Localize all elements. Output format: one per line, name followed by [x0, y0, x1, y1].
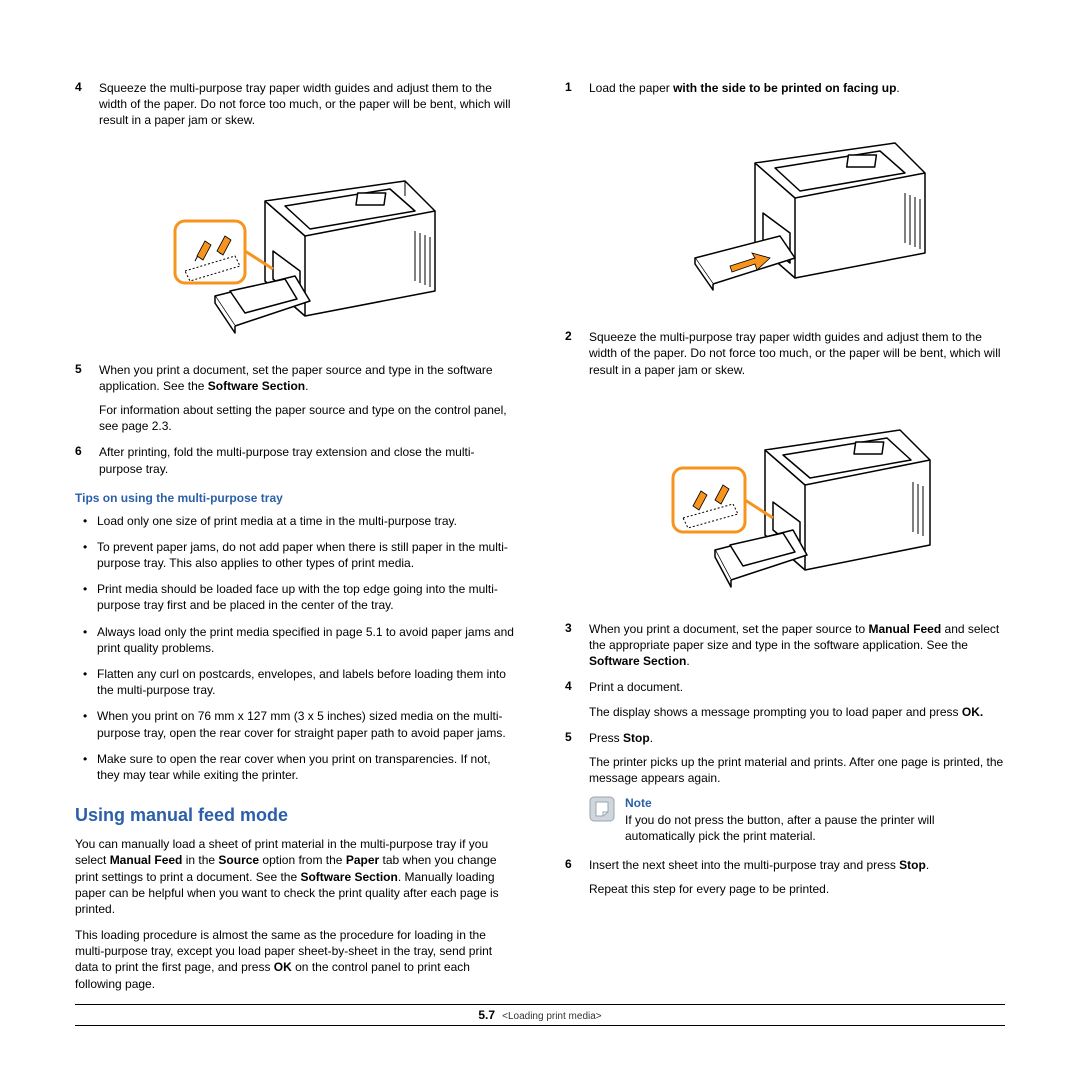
text: The display shows a message prompting yo… — [589, 705, 962, 719]
text: Insert the next sheet into the multi-pur… — [589, 858, 899, 872]
bold: OK — [274, 960, 292, 974]
step-text: Load the paper with the side to be print… — [589, 80, 1005, 96]
figure-squeeze-guides — [565, 390, 1005, 603]
intro-para-1: You can manually load a sheet of print m… — [75, 836, 515, 917]
r-step-3: 3 When you print a document, set the pap… — [565, 621, 1005, 670]
note-icon — [589, 796, 615, 822]
text: Repeat this step for every page to be pr… — [589, 881, 1005, 897]
bold: Stop — [899, 858, 926, 872]
step-4: 4 Squeeze the multi-purpose tray paper w… — [75, 80, 515, 129]
step-number: 2 — [565, 329, 589, 378]
step-text: Squeeze the multi-purpose tray paper wid… — [99, 80, 515, 129]
footer-label: <Loading print media> — [502, 1011, 602, 1022]
tip-item: When you print on 76 mm x 127 mm (3 x 5 … — [83, 708, 515, 740]
step-number: 1 — [565, 80, 589, 96]
note-title: Note — [625, 796, 1005, 810]
step-number: 4 — [565, 679, 589, 719]
page-number: 5.7 — [478, 1008, 495, 1022]
left-column: 4 Squeeze the multi-purpose tray paper w… — [75, 80, 515, 1002]
page-footer: 5.7 <Loading print media> — [75, 1004, 1005, 1026]
text: Load the paper — [589, 81, 673, 95]
step-number: 4 — [75, 80, 99, 129]
section-heading: Using manual feed mode — [75, 805, 515, 826]
text: 5. — [478, 1008, 488, 1022]
bold: Paper — [346, 853, 379, 867]
step-text: Insert the next sheet into the multi-pur… — [589, 857, 1005, 897]
text: . — [686, 654, 689, 668]
bold: Manual Feed — [110, 853, 183, 867]
tip-item: Flatten any curl on postcards, envelopes… — [83, 666, 515, 698]
r-step-5: 5 Press Stop. The printer picks up the p… — [565, 730, 1005, 787]
bold: Software Section — [208, 379, 305, 393]
r-step-4: 4 Print a document. The display shows a … — [565, 679, 1005, 719]
tips-heading: Tips on using the multi-purpose tray — [75, 491, 515, 505]
step-5: 5 When you print a document, set the pap… — [75, 362, 515, 435]
step-text: Squeeze the multi-purpose tray paper wid… — [589, 329, 1005, 378]
text: 7 — [488, 1008, 495, 1022]
step-number: 3 — [565, 621, 589, 670]
r-step-2: 2 Squeeze the multi-purpose tray paper w… — [565, 329, 1005, 378]
note-block: Note If you do not press the button, aft… — [589, 796, 1005, 844]
figure-printer-guides — [75, 141, 515, 344]
text: . — [650, 731, 653, 745]
text: in the — [182, 853, 218, 867]
tip-item: Always load only the print media specifi… — [83, 624, 515, 656]
tips-list: Load only one size of print media at a t… — [75, 513, 515, 783]
text: . — [305, 379, 308, 393]
text: When you print a document, set the paper… — [589, 622, 869, 636]
text: option from the — [259, 853, 346, 867]
text: The printer picks up the print material … — [589, 754, 1005, 786]
text: For information about setting the paper … — [99, 402, 515, 434]
note-body: If you do not press the button, after a … — [625, 812, 1005, 844]
figure-load-paper — [565, 108, 1005, 311]
step-text: Press Stop. The printer picks up the pri… — [589, 730, 1005, 787]
step-6: 6 After printing, fold the multi-purpose… — [75, 444, 515, 476]
text: Press — [589, 731, 623, 745]
step-text: After printing, fold the multi-purpose t… — [99, 444, 515, 476]
r-step-1: 1 Load the paper with the side to be pri… — [565, 80, 1005, 96]
bold: with the side to be printed on facing up — [673, 81, 896, 95]
bold: OK. — [962, 705, 983, 719]
step-number: 5 — [75, 362, 99, 435]
tip-item: Make sure to open the rear cover when yo… — [83, 751, 515, 783]
step-text: When you print a document, set the paper… — [99, 362, 515, 435]
tip-item: Load only one size of print media at a t… — [83, 513, 515, 529]
bold: Software Section — [589, 654, 686, 668]
right-column: 1 Load the paper with the side to be pri… — [565, 80, 1005, 1002]
step-number: 6 — [565, 857, 589, 897]
note-text: Note If you do not press the button, aft… — [625, 796, 1005, 844]
text: . — [926, 858, 929, 872]
step-text: When you print a document, set the paper… — [589, 621, 1005, 670]
step-text: Print a document. The display shows a me… — [589, 679, 1005, 719]
bold: Source — [218, 853, 259, 867]
text: . — [896, 81, 899, 95]
page-columns: 4 Squeeze the multi-purpose tray paper w… — [75, 80, 1005, 1002]
bold: Manual Feed — [869, 622, 942, 636]
step-number: 5 — [565, 730, 589, 787]
tip-item: Print media should be loaded face up wit… — [83, 581, 515, 613]
r-step-6: 6 Insert the next sheet into the multi-p… — [565, 857, 1005, 897]
text: Print a document. — [589, 679, 1005, 695]
tip-item: To prevent paper jams, do not add paper … — [83, 539, 515, 571]
bold: Stop — [623, 731, 650, 745]
bold: Software Section — [300, 870, 397, 884]
step-number: 6 — [75, 444, 99, 476]
intro-para-2: This loading procedure is almost the sam… — [75, 927, 515, 992]
